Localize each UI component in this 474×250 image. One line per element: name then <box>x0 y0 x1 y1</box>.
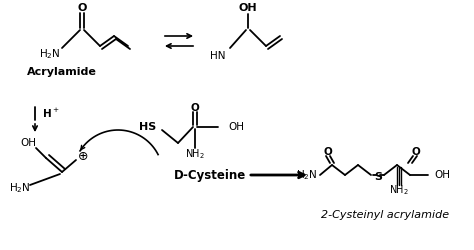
Text: HS: HS <box>139 122 156 132</box>
Text: NH$_2$: NH$_2$ <box>185 147 205 161</box>
Text: S: S <box>374 172 382 182</box>
Text: O: O <box>191 103 200 113</box>
Text: O: O <box>77 3 87 13</box>
Text: HN: HN <box>210 51 226 61</box>
Text: H$^+$: H$^+$ <box>42 106 60 120</box>
Text: OH: OH <box>20 138 36 148</box>
Text: ⊕: ⊕ <box>78 150 88 164</box>
Text: H$_2$N: H$_2$N <box>296 168 318 182</box>
Text: OH: OH <box>239 3 257 13</box>
Text: NH$_2$: NH$_2$ <box>389 183 409 197</box>
Text: O: O <box>324 147 332 157</box>
Text: OH: OH <box>434 170 450 180</box>
Text: 2-Cysteinyl acrylamide: 2-Cysteinyl acrylamide <box>321 210 449 220</box>
Text: Acrylamide: Acrylamide <box>27 67 97 77</box>
Text: O: O <box>411 147 420 157</box>
Text: H$_2$N: H$_2$N <box>39 47 61 61</box>
Text: OH: OH <box>228 122 244 132</box>
Text: D-Cysteine: D-Cysteine <box>174 168 246 181</box>
Text: H$_2$N: H$_2$N <box>9 181 31 195</box>
